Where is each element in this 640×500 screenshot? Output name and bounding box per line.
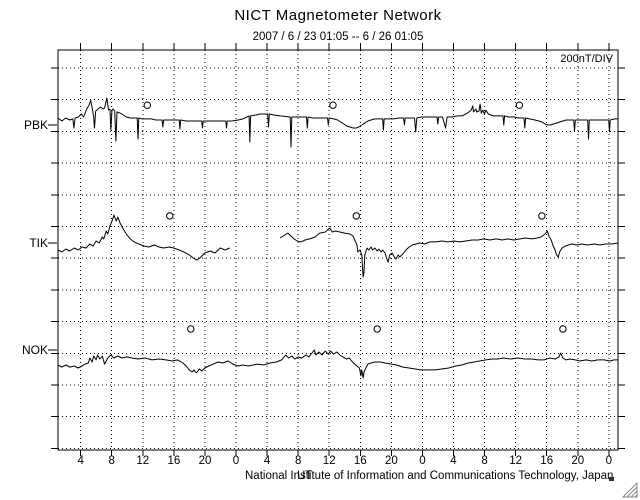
hour-tick-label: 4	[450, 455, 457, 467]
tiny-logo-mark	[609, 477, 614, 481]
hour-tick-label: 16	[540, 455, 553, 467]
hour-tick-label: 12	[509, 455, 522, 467]
local-noon-marker-pbk	[143, 101, 152, 109]
hour-tick-label: 0	[419, 455, 425, 467]
local-noon-marker-tik	[538, 212, 546, 220]
hour-tick-label: 20	[385, 455, 398, 467]
resize-grip-line	[630, 490, 638, 498]
hour-tick-label: 8	[108, 455, 114, 467]
x-axis-unit-label: UT	[297, 470, 313, 482]
local-noon-marker-pbk	[329, 101, 337, 109]
trace-tik	[57, 214, 230, 261]
credit-text: National Institute of Information and Co…	[245, 470, 614, 482]
date-range-label: 2007 / 6 / 23 01:05 -- 6 / 26 01:05	[252, 31, 424, 43]
station-label-nok: NOK	[21, 343, 48, 357]
trace-pbk	[57, 97, 618, 148]
page-title: NICT Magnetometer Network	[234, 7, 442, 24]
station-label-tik: TIK	[29, 236, 48, 250]
hour-tick-label: 20	[199, 455, 212, 467]
resize-grip[interactable]	[622, 482, 638, 498]
hour-tick-label: 4	[264, 455, 271, 467]
trace-nok	[57, 349, 618, 379]
local-noon-marker-pbk	[515, 101, 524, 109]
local-noon-marker-tik	[166, 212, 174, 220]
resize-grip-triangle	[622, 482, 638, 498]
hour-tick-label: 8	[295, 455, 301, 467]
local-noon-marker-nok	[187, 325, 195, 333]
station-label-pbk: PBK	[23, 118, 48, 132]
hour-tick-label: 12	[136, 455, 149, 467]
hour-tick-label: 0	[233, 455, 239, 467]
local-noon-marker-nok	[373, 325, 381, 333]
hour-tick-label: 12	[323, 455, 336, 467]
hour-tick-label: 20	[571, 455, 584, 467]
hour-tick-label: 0	[606, 455, 612, 467]
resize-grip-line	[626, 486, 638, 498]
plot-border	[57, 49, 619, 451]
resize-grip-line	[634, 494, 638, 498]
hour-tick-label: 16	[354, 455, 367, 467]
scale-per-division-label: 200nT/DIV	[560, 53, 613, 65]
local-noon-marker-nok	[559, 325, 567, 333]
trace-tik	[279, 227, 619, 278]
local-noon-marker-tik	[352, 212, 360, 220]
hour-tick-label: 16	[168, 455, 181, 467]
hour-tick-label: 4	[77, 455, 84, 467]
hour-tick-label: 8	[481, 455, 487, 467]
